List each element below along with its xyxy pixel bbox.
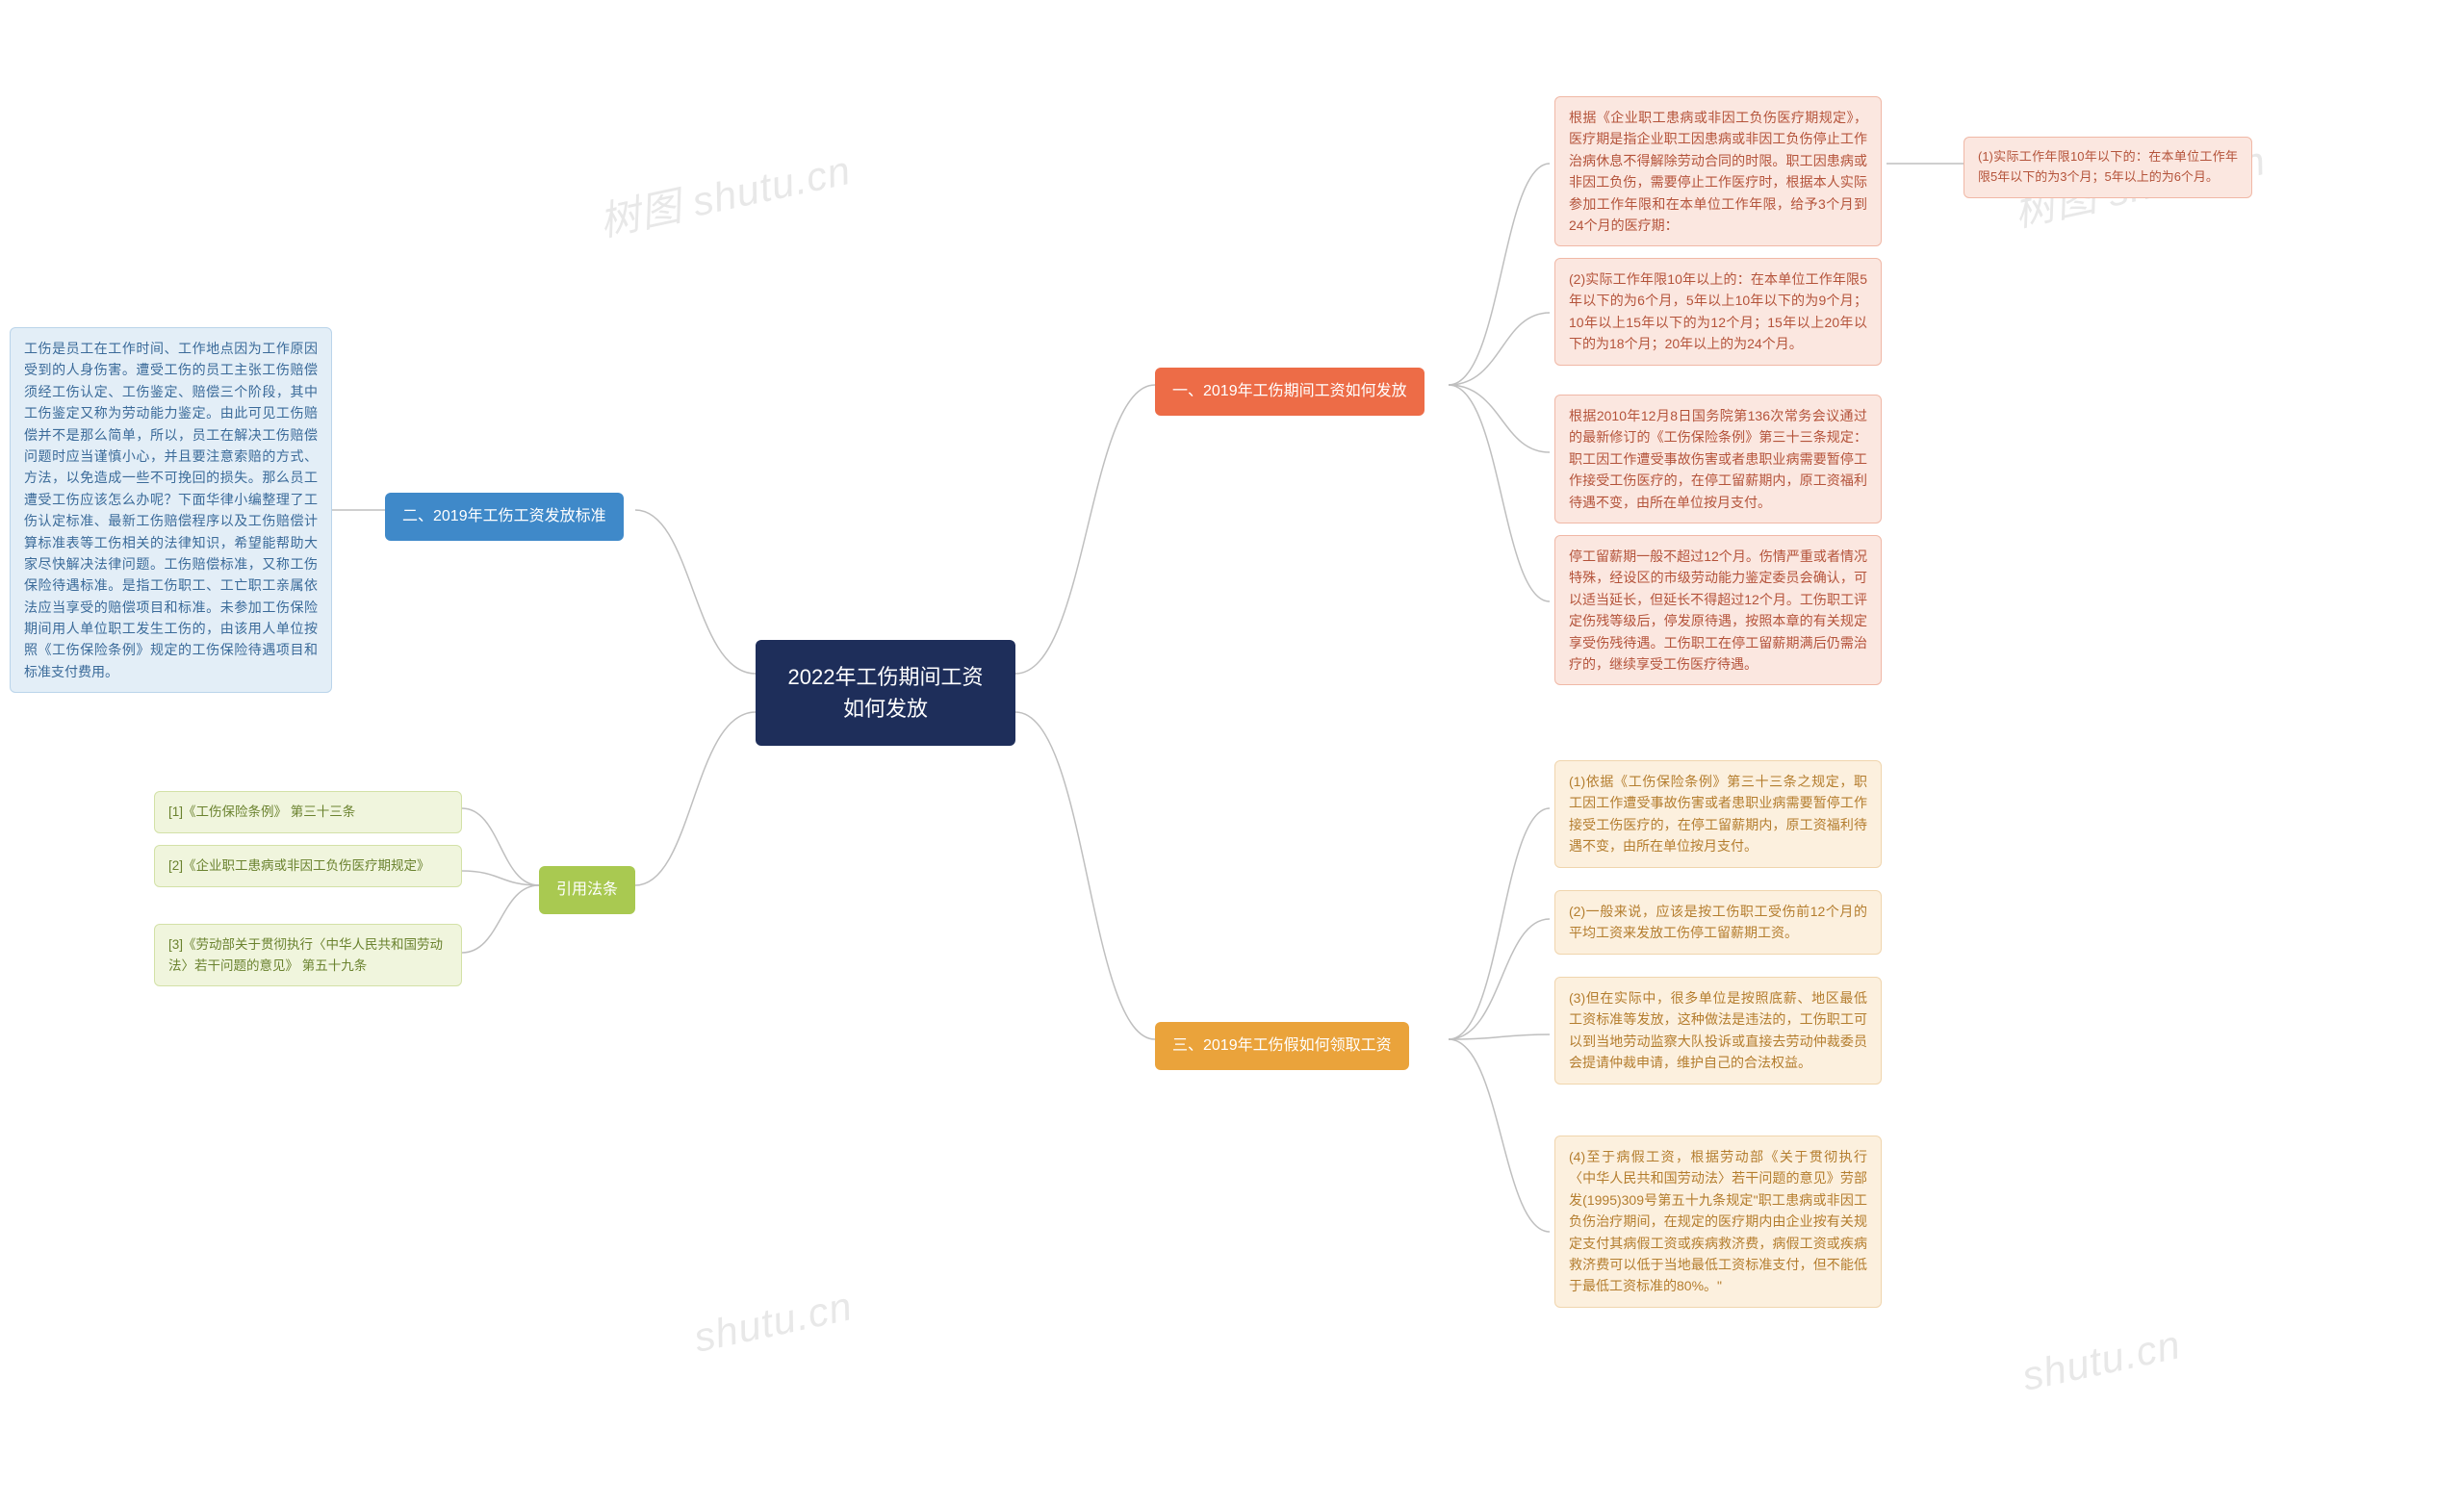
branch-3-leaf-4[interactable]: (4)至于病假工资，根据劳动部《关于贯彻执行〈中华人民共和国劳动法〉若干问题的意… — [1554, 1136, 1882, 1308]
branch-4-title: 引用法条 — [556, 881, 618, 898]
leaf-text: [1]《工伤保险条例》 第三十三条 — [168, 804, 355, 819]
watermark: shutu.cn — [2018, 1321, 2185, 1400]
branch-3-leaf-1[interactable]: (1)依据《工伤保险条例》第三十三条之规定，职工因工作遭受事故伤害或者患职业病需… — [1554, 760, 1882, 868]
branch-1-leaf-1[interactable]: 根据《企业职工患病或非因工负伤医疗期规定》，医疗期是指企业职工因患病或非因工负伤… — [1554, 96, 1882, 246]
leaf-text: 根据2010年12月8日国务院第136次常务会议通过的最新修订的《工伤保险条例》… — [1569, 408, 1867, 510]
branch-4-leaf-2[interactable]: [2]《企业职工患病或非因工负伤医疗期规定》 — [154, 845, 462, 887]
leaf-text: 工伤是员工在工作时间、工作地点因为工作原因受到的人身伤害。遭受工伤的员工主张工伤… — [24, 341, 318, 679]
branch-2[interactable]: 二、2019年工伤工资发放标准 — [385, 493, 624, 541]
connector-layer — [0, 0, 2464, 1506]
root-node[interactable]: 2022年工伤期间工资如何发放 — [756, 640, 1015, 746]
leaf-text: 停工留薪期一般不超过12个月。伤情严重或者情况特殊，经设区的市级劳动能力鉴定委员… — [1569, 549, 1867, 672]
branch-3-title: 三、2019年工伤假如何领取工资 — [1172, 1037, 1392, 1054]
branch-4-leaf-1[interactable]: [1]《工伤保险条例》 第三十三条 — [154, 791, 462, 833]
branch-3-leaf-2[interactable]: (2)一般来说，应该是按工伤职工受伤前12个月的平均工资来发放工伤停工留薪期工资… — [1554, 890, 1882, 955]
branch-4[interactable]: 引用法条 — [539, 866, 635, 914]
leaf-text: (4)至于病假工资，根据劳动部《关于贯彻执行〈中华人民共和国劳动法〉若干问题的意… — [1569, 1149, 1867, 1293]
leaf-text: (1)依据《工伤保险条例》第三十三条之规定，职工因工作遭受事故伤害或者患职业病需… — [1569, 774, 1867, 854]
leaf-text: [2]《企业职工患病或非因工负伤医疗期规定》 — [168, 858, 430, 873]
root-title: 2022年工伤期间工资如何发放 — [788, 665, 984, 721]
branch-4-leaf-3[interactable]: [3]《劳动部关于贯彻执行〈中华人民共和国劳动法〉若干问题的意见》 第五十九条 — [154, 924, 462, 986]
branch-2-title: 二、2019年工伤工资发放标准 — [402, 508, 606, 524]
leaf-text: (1)实际工作年限10年以下的：在本单位工作年限5年以下的为3个月；5年以上的为… — [1978, 149, 2238, 184]
leaf-text: 根据《企业职工患病或非因工负伤医疗期规定》，医疗期是指企业职工因患病或非因工负伤… — [1569, 110, 1867, 233]
branch-1-title: 一、2019年工伤期间工资如何发放 — [1172, 383, 1407, 399]
leaf-text: [3]《劳动部关于贯彻执行〈中华人民共和国劳动法〉若干问题的意见》 第五十九条 — [168, 937, 443, 973]
branch-3[interactable]: 三、2019年工伤假如何领取工资 — [1155, 1022, 1409, 1070]
branch-1-leaf-2[interactable]: (2)实际工作年限10年以上的：在本单位工作年限5年以下的为6个月，5年以上10… — [1554, 258, 1882, 366]
branch-1[interactable]: 一、2019年工伤期间工资如何发放 — [1155, 368, 1424, 416]
leaf-text: (3)但在实际中，很多单位是按照底薪、地区最低工资标准等发放，这种做法是违法的，… — [1569, 990, 1867, 1070]
branch-2-desc[interactable]: 工伤是员工在工作时间、工作地点因为工作原因受到的人身伤害。遭受工伤的员工主张工伤… — [10, 327, 332, 693]
leaf-text: (2)实际工作年限10年以上的：在本单位工作年限5年以下的为6个月，5年以上10… — [1569, 271, 1867, 351]
watermark: shutu.cn — [690, 1283, 857, 1362]
watermark: 树图 shutu.cn — [594, 138, 856, 248]
branch-1-leaf-1-sub[interactable]: (1)实际工作年限10年以下的：在本单位工作年限5年以下的为3个月；5年以上的为… — [1964, 137, 2252, 198]
branch-1-leaf-3[interactable]: 根据2010年12月8日国务院第136次常务会议通过的最新修订的《工伤保险条例》… — [1554, 395, 1882, 523]
branch-1-leaf-4[interactable]: 停工留薪期一般不超过12个月。伤情严重或者情况特殊，经设区的市级劳动能力鉴定委员… — [1554, 535, 1882, 685]
leaf-text: (2)一般来说，应该是按工伤职工受伤前12个月的平均工资来发放工伤停工留薪期工资… — [1569, 904, 1867, 940]
branch-3-leaf-3[interactable]: (3)但在实际中，很多单位是按照底薪、地区最低工资标准等发放，这种做法是违法的，… — [1554, 977, 1882, 1085]
